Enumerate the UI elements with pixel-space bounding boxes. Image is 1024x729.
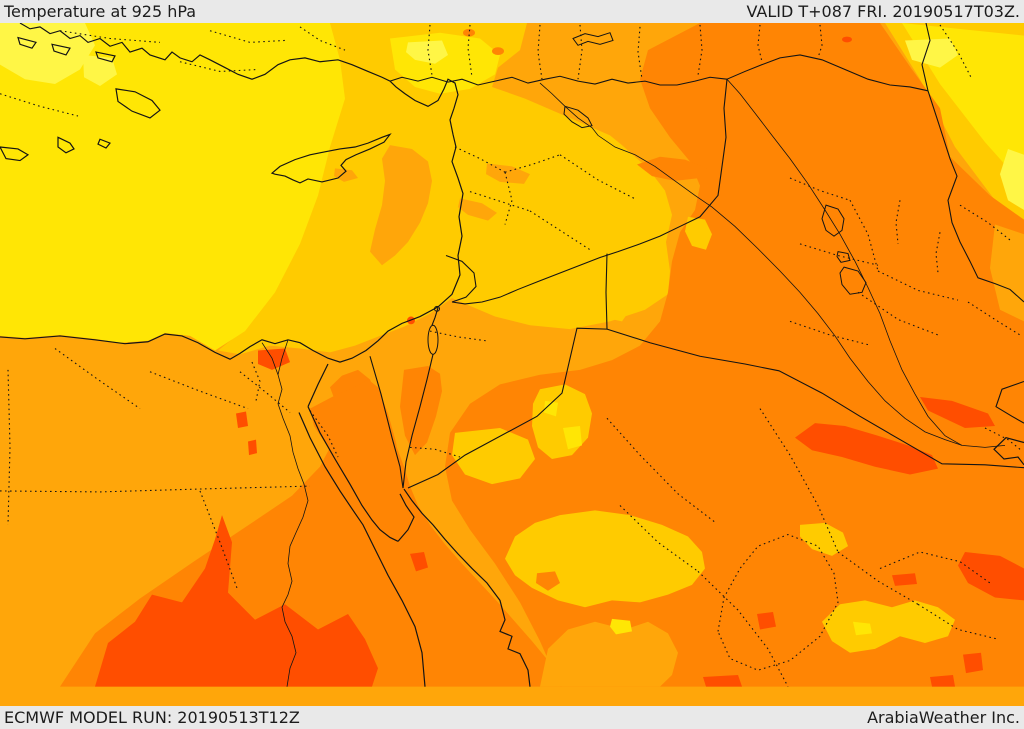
fill-yellow-gulf-spot [853,621,872,636]
header-bar: Temperature at 925 hPa VALID T+087 FRI. … [0,0,1024,23]
gulf-of-suez-east-coast [307,406,399,542]
fill-dark-spot-b [492,47,504,55]
fill-pale-anatolia-core [406,40,448,64]
fill-dark-nw-saudi-core [536,571,560,591]
red-nile-delta [258,348,290,370]
red-small-2 [892,573,917,586]
temperature-fill-layers [0,23,1024,707]
crete-east-tip [0,146,30,162]
fill-red-hot-spots [95,36,1024,687]
euphrates-river [539,82,1006,448]
coastlines [0,23,1024,687]
red-redsea-coast [410,551,428,572]
fill-yellow-nw-saudi [610,618,632,635]
suez-canal [307,363,329,407]
nile-river [261,342,309,687]
gulf-of-aqaba-west-coast [397,493,415,542]
fill-orange-syria-patch1 [486,163,530,184]
red-small-4 [930,675,955,687]
fill-orange-bottom-channel [540,621,678,687]
tigris-river [726,78,963,446]
aegean-island-2 [17,36,37,49]
red-nile-spot-1 [236,411,248,428]
lake-tharthar [821,204,845,237]
footer-bar: ECMWF MODEL RUN: 20190513T12Z ArabiaWeat… [0,706,1024,729]
brand-label: ArabiaWeather Inc. [867,708,1020,727]
red-iraq-saudi-band [795,423,938,475]
valid-time-label: VALID T+087 FRI. 20190517T03Z. [746,2,1020,21]
fill-dark-negev [400,365,442,456]
turkey-syria-border [389,75,728,86]
turkey-northeast-border [921,23,931,91]
fill-gold-gulf-area [822,600,955,653]
jordan-iraq-border [605,253,608,330]
ataturk-reservoir [572,32,614,46]
fill-orange-syria-patch2 [458,198,497,221]
fill-dark-spot-a [463,28,475,37]
red-small-5 [703,675,742,687]
nile-delta-branch [277,339,289,375]
fill-pale-aegean-blob [83,54,117,86]
fill-gold-mediterranean [218,23,672,355]
lakes [427,32,867,355]
fill-orange-wedge [370,145,432,266]
sea-of-galilee [434,305,440,312]
israel-egypt-border [369,356,404,489]
fill-dark-sinai [310,379,422,541]
rhodes-island [115,88,161,119]
mediterranean-coastline [0,23,464,363]
lake-assad [563,105,593,129]
fill-yellow-jordan-2 [563,426,582,450]
country-borders [369,23,1024,489]
fill-pale-right-edge [1000,148,1024,210]
lebanon-border [445,255,477,303]
dead-sea [427,324,439,355]
fill-dark-aleppo-tongue [637,156,707,181]
aegean-island-3 [97,138,111,149]
rivers [261,78,1006,687]
jordan-saudi-border [407,327,608,489]
aegean-island-1 [51,43,71,56]
turkey-iraq-border [726,54,929,92]
red-small-3 [963,652,983,674]
model-run-label: ECMWF MODEL RUN: 20190513T12Z [4,708,300,727]
fill-gold-hail-tongue [800,522,848,556]
karpathos-island [57,136,75,154]
cyprus-island [270,133,392,184]
temperature-map [0,23,1024,707]
red-right-edge [958,551,1024,601]
fill-gold-palmyra-spot [685,216,712,250]
red-upper-egypt [95,515,378,687]
kos-island [95,51,116,63]
fill-orange-cyprus-spot [334,168,358,182]
red-iraq-saudi-band-2 [920,396,995,428]
admin-borders-dotted [0,24,1021,687]
red-tiny-top [842,36,852,43]
map-title: Temperature at 925 hPa [4,2,197,21]
iran-border [927,90,1024,303]
iraq-saudi-border [606,328,1024,469]
red-nile-spot-2 [248,439,257,456]
persian-gulf-tip [993,437,1024,466]
red-sea-east-coast [403,488,531,687]
fill-yellow-jordan-1 [544,400,558,417]
fill-gold-syria-spot [596,287,632,322]
fill-gold-jordan-2 [452,427,535,485]
syria-iraq-jordan-border [451,79,728,305]
fill-pale-northeast [905,38,958,68]
gulf-of-suez-west-coast [298,412,426,687]
kuwait-border [995,380,1024,424]
fill-yellow-northwest [0,23,345,351]
fill-orange-iran-strip [990,224,1024,322]
lake-razzaza [839,266,867,295]
lake-habbaniyah [836,251,851,263]
red-small-1 [757,612,776,630]
